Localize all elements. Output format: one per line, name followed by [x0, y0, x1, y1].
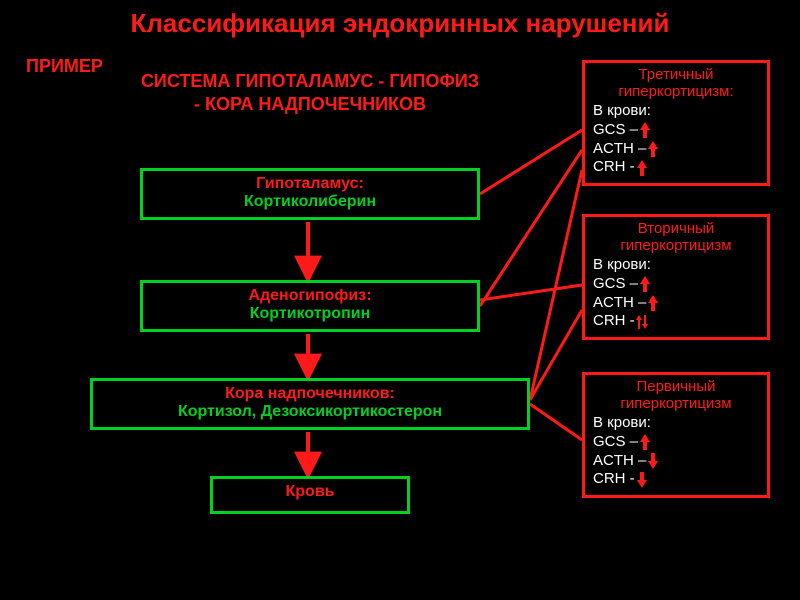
connector-line-1 — [480, 150, 582, 306]
flow-box-title: Кора надпочечников: — [101, 385, 519, 403]
side-line-label: ACTH – — [593, 140, 646, 159]
blood-label: В крови: — [593, 414, 759, 433]
flow-box-title: Гипоталамус: — [151, 175, 469, 193]
side-line-label: CRH - — [593, 158, 635, 177]
side-line-label: ACTH – — [593, 452, 646, 471]
side-box-title: Вторичный гиперкортицизм — [593, 221, 759, 254]
side-line: ACTH – — [593, 452, 759, 471]
side-box-0: Третичный гиперкортицизм: В крови:GCS – A… — [582, 60, 770, 186]
side-box-2: Первичный гиперкортицизм В крови:GCS – AC… — [582, 372, 770, 498]
flow-box-sub: Кортикотропин — [151, 305, 469, 323]
side-line: ACTH – — [593, 140, 759, 159]
side-line: GCS – — [593, 433, 759, 452]
arrow-up-icon — [638, 275, 652, 293]
side-line: GCS – — [593, 121, 759, 140]
arrow-up-icon — [646, 140, 660, 158]
side-line: GCS – — [593, 275, 759, 294]
connector-line-5 — [530, 404, 582, 440]
flow-box-sub: Кортизол, Дезоксикортикостерон — [101, 403, 519, 421]
connector-line-3 — [480, 285, 582, 300]
connector-line-4 — [530, 310, 582, 400]
flow-box-3: Кровь — [210, 476, 410, 514]
flow-box-title: Кровь — [221, 483, 399, 501]
blood-label: В крови: — [593, 256, 759, 275]
arrow-down-icon — [646, 452, 660, 470]
side-line: CRH - — [593, 312, 759, 331]
side-box-1: Вторичный гиперкортицизм В крови:GCS – AC… — [582, 214, 770, 340]
arrow-up-icon — [646, 294, 660, 312]
side-line-label: CRH - — [593, 470, 635, 489]
side-line: CRH - — [593, 158, 759, 177]
flow-box-2: Кора надпочечников:Кортизол, Дезоксикорт… — [90, 378, 530, 430]
side-line-label: CRH - — [593, 312, 635, 331]
arrow-down-icon — [635, 471, 649, 489]
arrow-updown-icon — [635, 313, 649, 331]
connector-line-0 — [480, 130, 582, 194]
arrow-up-icon — [638, 121, 652, 139]
flow-box-title: Аденогипофиз: — [151, 287, 469, 305]
flow-box-sub: Кортиколиберин — [151, 193, 469, 211]
arrow-up-icon — [638, 433, 652, 451]
side-line: ACTH – — [593, 294, 759, 313]
side-line-label: GCS – — [593, 433, 638, 452]
side-box-title: Первичный гиперкортицизм — [593, 379, 759, 412]
flow-box-0: Гипоталамус:Кортиколиберин — [140, 168, 480, 220]
side-box-title: Третичный гиперкортицизм: — [593, 67, 759, 100]
side-line-label: GCS – — [593, 275, 638, 294]
side-line: CRH - — [593, 470, 759, 489]
blood-label: В крови: — [593, 102, 759, 121]
flow-box-1: Аденогипофиз:Кортикотропин — [140, 280, 480, 332]
side-line-label: GCS – — [593, 121, 638, 140]
arrow-up-icon — [635, 159, 649, 177]
side-line-label: ACTH – — [593, 294, 646, 313]
